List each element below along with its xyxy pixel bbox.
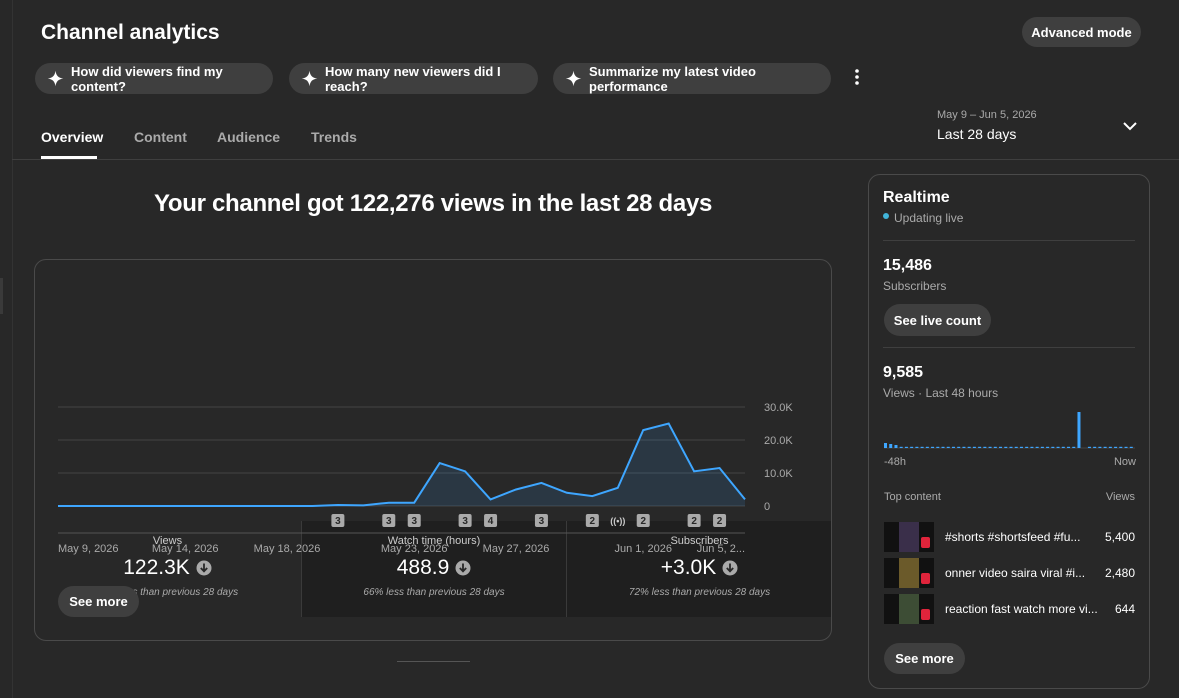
- tab[interactable]: Overview: [41, 129, 104, 145]
- views-count: 9,585: [883, 364, 924, 381]
- suggestion-chip[interactable]: Summarize my latest video performance: [553, 63, 831, 94]
- sparkle-icon: [47, 70, 64, 87]
- subscriber-count: 15,486: [883, 257, 932, 274]
- realtime-card: [868, 174, 1150, 689]
- shorts-icon: [921, 573, 930, 584]
- tab[interactable]: Content: [134, 129, 187, 145]
- shorts-icon: [921, 537, 930, 548]
- see-live-count-button[interactable]: See live count: [884, 304, 991, 336]
- tab-underline: [41, 156, 97, 159]
- content-title: reaction fast watch more vi...: [945, 602, 1098, 616]
- advanced-mode-button[interactable]: Advanced mode: [1022, 17, 1141, 47]
- overview-card: Views 122.3K 66% less than previous 28 day…: [34, 259, 832, 641]
- divider: [883, 347, 1135, 348]
- top-content-title: Top content: [884, 491, 941, 503]
- tab[interactable]: Trends: [311, 129, 357, 145]
- chip-label: How did viewers find my content?: [71, 63, 223, 94]
- page-title: Channel analytics: [41, 21, 220, 44]
- metric-number: +3.0K: [660, 556, 717, 579]
- suggestion-chip[interactable]: How did viewers find my content?: [35, 63, 273, 94]
- chip-label: How many new viewers did I reach?: [325, 63, 501, 94]
- metric-tab[interactable]: Subscribers +3.0K 72% less than previous 2…: [566, 521, 831, 617]
- metric-value: 488.9: [302, 556, 567, 580]
- content-row[interactable]: onner video saira viral #i... 2,480: [884, 558, 1135, 588]
- realtime-status: Updating live: [894, 211, 964, 225]
- see-more-button[interactable]: See more: [884, 643, 965, 674]
- live-dot: [883, 213, 889, 219]
- date-range-label: Last 28 days: [937, 126, 1017, 142]
- metric-value: +3.0K: [567, 556, 831, 580]
- metric-note: 66% less than previous 28 days: [96, 587, 239, 598]
- views-label: Views · Last 48 hours: [883, 386, 999, 400]
- subscriber-label: Subscribers: [883, 279, 947, 293]
- metric-name: Watch time (hours): [387, 535, 481, 547]
- content-title: #shorts #shortsfeed #fu...: [945, 530, 1081, 544]
- metric-number: 122.3K: [123, 556, 190, 579]
- metric-note: 66% less than previous 28 days: [363, 587, 505, 598]
- divider: [883, 240, 1135, 241]
- chip-label: Summarize my latest video performance: [589, 63, 756, 94]
- suggestion-chip[interactable]: How many new viewers did I reach?: [289, 63, 538, 94]
- date-range-dates: May 9 – Jun 5, 2026: [937, 109, 1037, 121]
- tab[interactable]: Audience: [217, 129, 281, 145]
- shorts-icon: [921, 609, 930, 620]
- down-icon: [455, 560, 471, 576]
- edge: [0, 278, 3, 314]
- content-row[interactable]: reaction fast watch more vi... 644: [884, 594, 1135, 624]
- sidebar-border: [12, 0, 13, 698]
- content-views: 644: [1114, 602, 1135, 616]
- divider: [12, 159, 1179, 160]
- sparkle-icon: [301, 70, 318, 87]
- scroll-hint: [397, 661, 470, 662]
- content-views: 2,480: [1104, 566, 1135, 580]
- content-row[interactable]: #shorts #shortsfeed #fu... 5,400: [884, 522, 1135, 552]
- headline: Your channel got 122,276 views in the la…: [153, 190, 713, 217]
- metric-name: Subscribers: [670, 535, 729, 547]
- content-views: 5,400: [1104, 530, 1135, 544]
- spark-end: Now: [1113, 456, 1136, 468]
- more-menu[interactable]: [851, 68, 863, 86]
- content-title: onner video saira viral #i...: [945, 566, 1086, 580]
- realtime-title: Realtime: [883, 189, 950, 206]
- metric-name: Views: [152, 535, 183, 547]
- sparkle-icon: [565, 70, 582, 87]
- down-icon: [722, 560, 738, 576]
- metric-number: 488.9: [396, 556, 450, 579]
- chevron: [1123, 122, 1137, 131]
- metric-note: 72% less than previous 28 days: [628, 587, 771, 598]
- see-more-button[interactable]: See more: [58, 586, 139, 617]
- metric-tab[interactable]: Watch time (hours) 488.9 66% less than pre…: [300, 521, 567, 617]
- views-header: Views: [1105, 491, 1135, 503]
- spark-start: -48h: [884, 456, 907, 468]
- down-icon: [196, 560, 212, 576]
- metric-value: 122.3K: [35, 556, 300, 580]
